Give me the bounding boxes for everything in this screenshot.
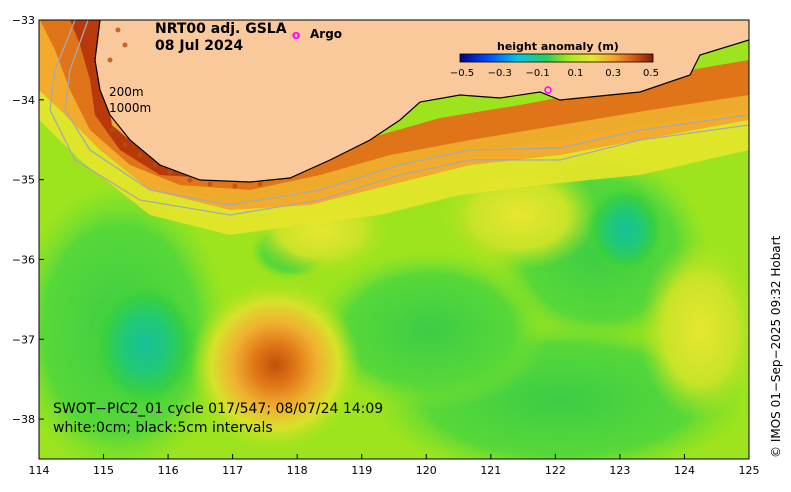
imos-credit: © IMOS 01−Sep−2025 09:32 Hobart <box>769 235 783 458</box>
lat-tick-label: −34 <box>12 94 35 107</box>
isobath-1000m <box>49 20 749 216</box>
argo-legend-label: Argo <box>310 27 342 41</box>
yellow-band-3 <box>640 240 749 420</box>
date-title: 08 Jul 2024 <box>155 38 243 54</box>
longitude-axis: 114 115 116 117 118 119 120 121 122 123 124 125 <box>29 454 760 477</box>
colorbar-tick-label: 0.5 <box>643 68 659 79</box>
lat-tick-label: −35 <box>12 174 35 187</box>
argo-legend-icon: o <box>292 28 300 42</box>
lon-tick-label: 116 <box>158 464 179 477</box>
lat-tick-label: −36 <box>12 253 35 266</box>
lon-tick-label: 120 <box>416 464 437 477</box>
lon-tick-label: 114 <box>29 464 50 477</box>
lon-tick-label: 115 <box>93 464 114 477</box>
isobath-200m <box>64 20 749 206</box>
anomaly-field <box>39 20 749 459</box>
lon-tick-label: 125 <box>739 464 760 477</box>
cold-eddy-west <box>90 280 200 410</box>
lat-tick-label: −37 <box>12 333 35 346</box>
colorbar-tick-label: 0.1 <box>567 68 583 79</box>
coastline <box>94 20 749 183</box>
isobath-label-1000m: 1000m <box>109 101 151 115</box>
lon-tick-label: 118 <box>287 464 308 477</box>
lon-tick-label: 121 <box>480 464 501 477</box>
lon-tick-label: 117 <box>222 464 243 477</box>
swot-info-line2: white:0cm; black:5cm intervals <box>53 420 273 436</box>
lon-tick-label: 124 <box>674 464 695 477</box>
lat-tick-label: −33 <box>12 14 35 27</box>
argo-floats <box>544 86 552 94</box>
swot-track-points <box>107 27 263 189</box>
lat-tick-label: −38 <box>12 413 35 426</box>
colorbar-title: height anomaly (m) <box>497 40 619 53</box>
product-title: NRT00 adj. GSLA <box>155 21 287 37</box>
latitude-axis: −33 −34 −35 −36 −37 −38 <box>12 14 44 426</box>
colorbar-tick-label: −0.3 <box>488 68 512 79</box>
cold-eddy-east <box>585 185 665 275</box>
isobath-label-200m: 200m <box>109 85 144 99</box>
warm-eddy <box>190 280 360 450</box>
colorbar-ticks: −0.5 −0.3 −0.1 0.1 0.3 0.5 <box>450 68 659 79</box>
colorbar <box>459 53 654 63</box>
colorbar-tick-label: 0.3 <box>605 68 621 79</box>
plot-frame <box>38 19 750 460</box>
green-region-center <box>310 250 550 410</box>
colorbar-tick-label: −0.5 <box>450 68 474 79</box>
swot-info-line1: SWOT−PIC2_01 cycle 017/547; 08/07/24 14:… <box>53 401 383 417</box>
lon-tick-label: 123 <box>609 464 630 477</box>
lon-tick-label: 119 <box>351 464 372 477</box>
colorbar-tick-label: −0.1 <box>525 68 549 79</box>
lon-tick-label: 122 <box>545 464 566 477</box>
